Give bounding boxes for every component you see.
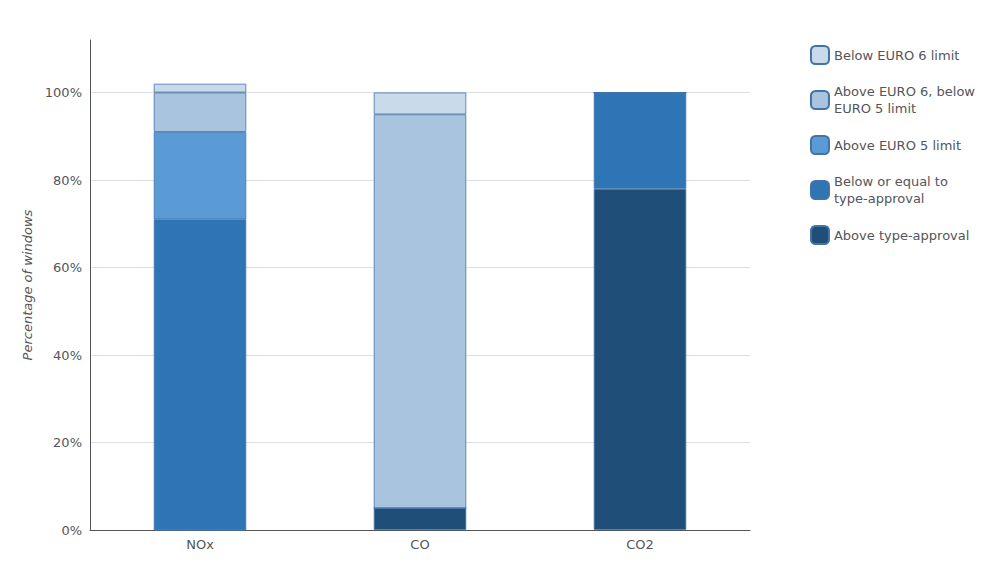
svg-text:CO: CO bbox=[410, 537, 429, 552]
svg-text:Below EURO 6 limit: Below EURO 6 limit bbox=[834, 48, 959, 63]
svg-text:Above EURO 6, below: Above EURO 6, below bbox=[834, 84, 975, 99]
svg-text:0%: 0% bbox=[61, 523, 82, 538]
svg-text:type-approval: type-approval bbox=[834, 191, 925, 206]
svg-text:Above type-approval: Above type-approval bbox=[834, 228, 969, 243]
svg-text:CO2: CO2 bbox=[626, 537, 654, 552]
svg-text:EURO 5 limit: EURO 5 limit bbox=[834, 101, 916, 116]
svg-text:20%: 20% bbox=[53, 435, 82, 450]
svg-text:80%: 80% bbox=[53, 173, 82, 188]
svg-text:Below or equal to: Below or equal to bbox=[834, 174, 948, 189]
svg-text:60%: 60% bbox=[53, 260, 82, 275]
svg-text:100%: 100% bbox=[45, 85, 82, 100]
svg-text:NOx: NOx bbox=[186, 537, 214, 552]
svg-text:40%: 40% bbox=[53, 348, 82, 363]
svg-text:Percentage of windows: Percentage of windows bbox=[20, 209, 35, 360]
svg-text:Above EURO 5 limit: Above EURO 5 limit bbox=[834, 138, 961, 153]
